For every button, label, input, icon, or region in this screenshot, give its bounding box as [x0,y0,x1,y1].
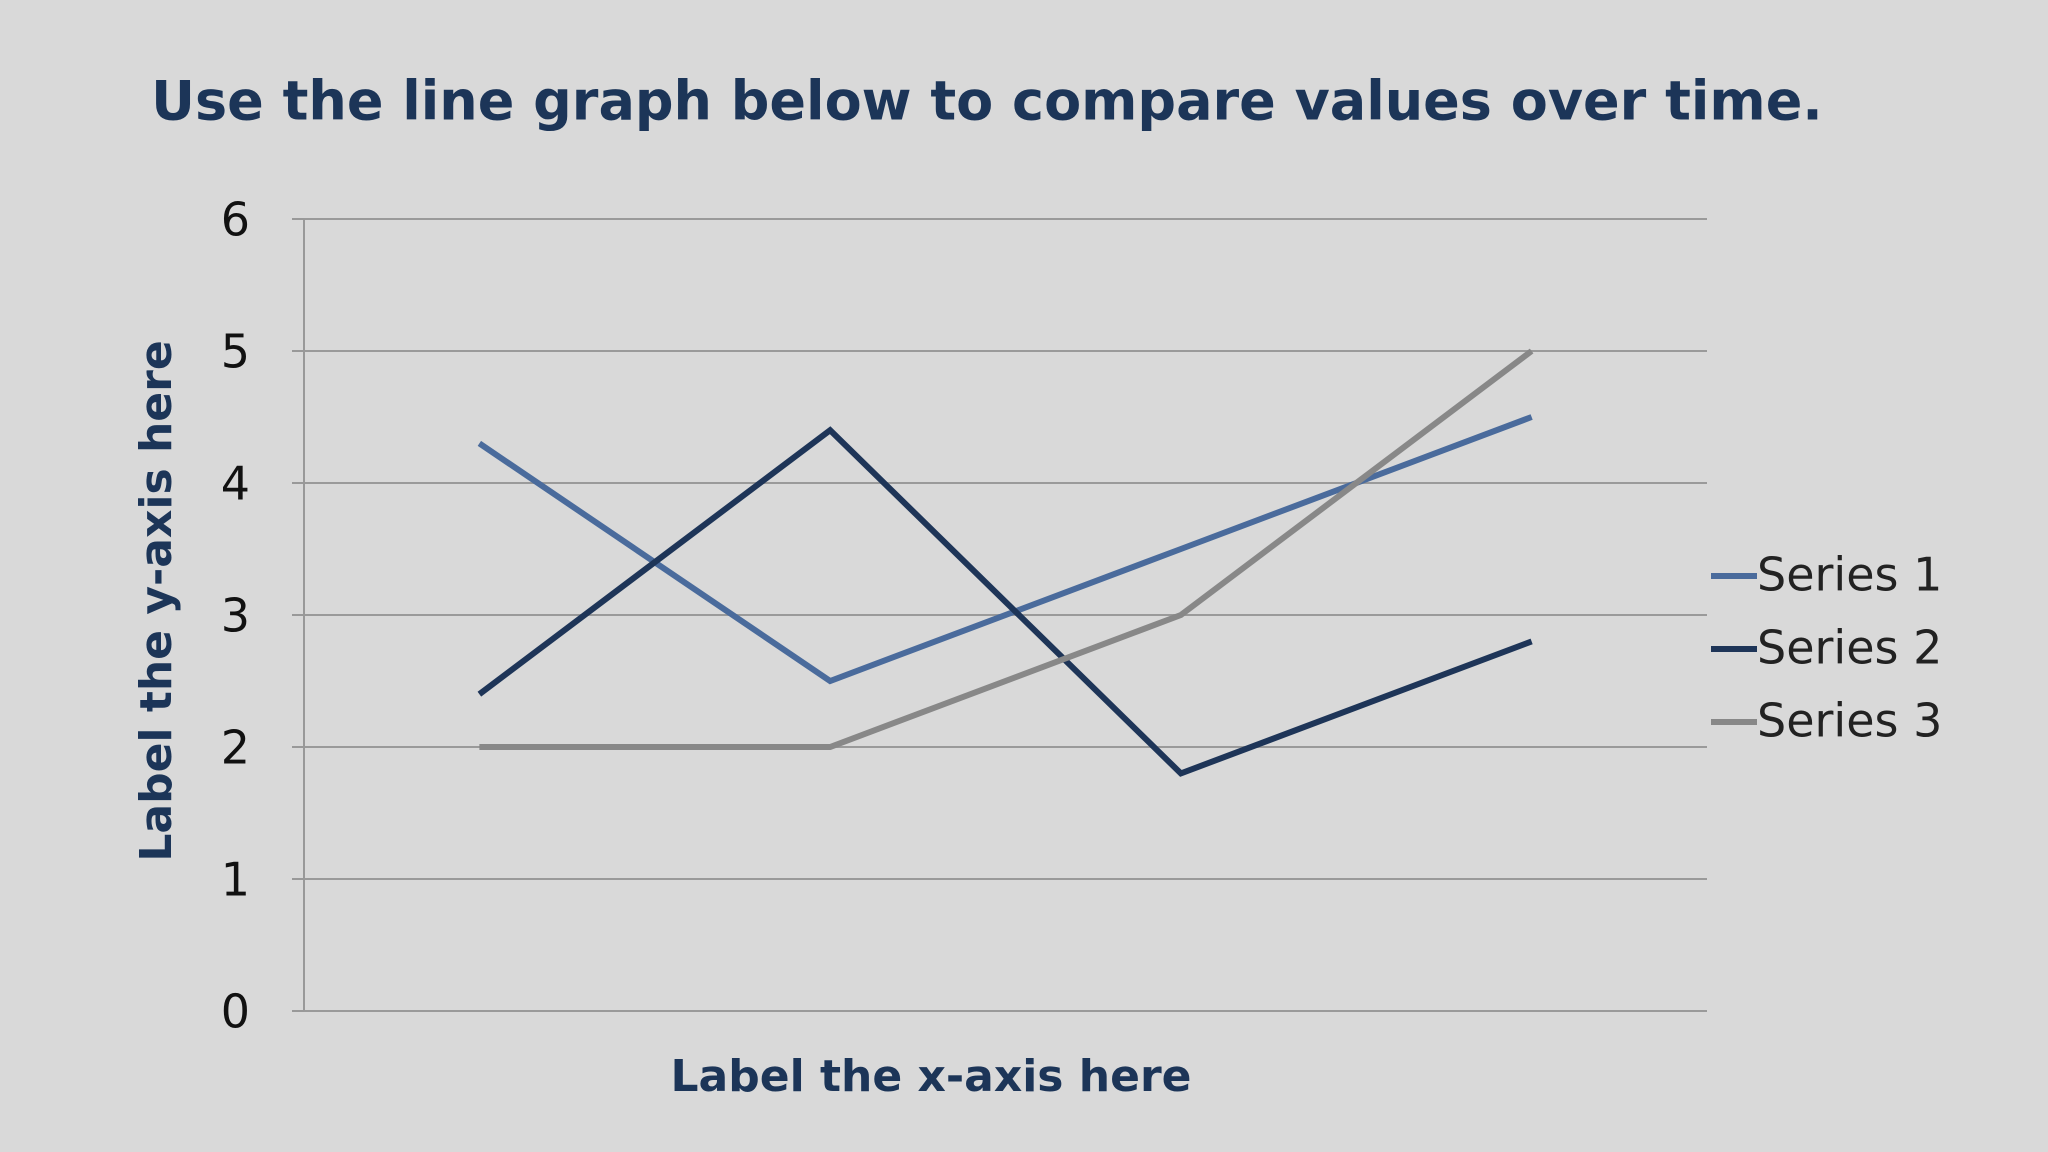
y-tick-label: 5 [221,325,250,379]
y-tick-label: 3 [221,589,250,643]
y-tick-label: 6 [221,193,250,247]
y-tick-label: 1 [221,853,250,907]
legend-label: Series 3 [1757,694,1942,748]
legend-label: Series 1 [1757,548,1942,602]
chart-title: Use the line graph below to compare valu… [151,70,1823,133]
y-tick-label: 4 [221,457,250,511]
y-axis-label: Label the y-axis here [131,340,182,861]
y-tick-label: 2 [221,721,250,775]
x-axis-label: Label the x-axis here [671,1051,1192,1102]
series-line [479,348,1534,750]
y-tick-label: 0 [221,985,250,1039]
series-line [477,426,1533,777]
legend-label: Series 2 [1757,621,1942,675]
